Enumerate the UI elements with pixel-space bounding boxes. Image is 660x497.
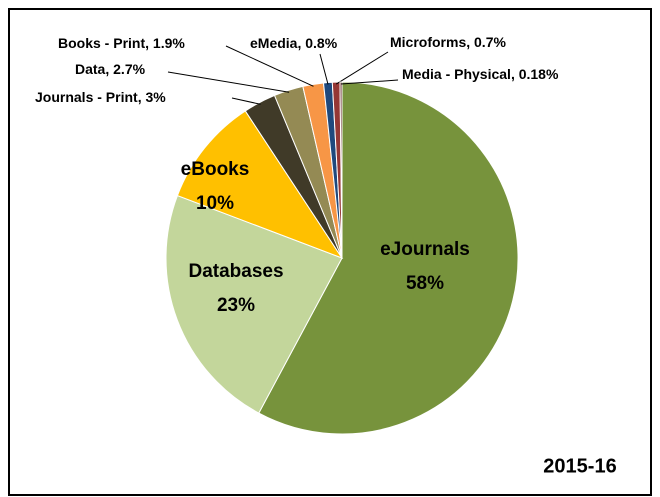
slice-category-label: eJournals	[380, 239, 470, 260]
slice-value-label: 23%	[217, 295, 255, 316]
leader-line	[340, 79, 399, 85]
label-separator: ,	[511, 66, 519, 82]
slice-value-label: 58%	[406, 273, 444, 294]
slice-category-label: Data	[75, 61, 106, 77]
chart-title: 2015-16	[543, 455, 616, 477]
slice-value-label: 2.7%	[113, 61, 145, 77]
label-separator: ,	[145, 35, 153, 51]
pie-slice	[339, 81, 343, 259]
label-separator: ,	[138, 89, 146, 105]
leader-line	[225, 45, 314, 87]
slice-label: Journals - Print, 3%	[35, 89, 166, 105]
slice-label: Microforms, 0.7%	[390, 34, 506, 50]
leader-line	[231, 97, 261, 105]
slice-label: eMedia, 0.8%	[250, 35, 338, 51]
label-separator: ,	[466, 34, 474, 50]
slice-category-label: Books - Print	[58, 35, 145, 51]
slice-category-label: eBooks	[181, 159, 250, 180]
slice-value-label: 0.18%	[519, 66, 559, 82]
slice-value-label: 10%	[196, 193, 234, 214]
pie-slice	[165, 194, 343, 414]
slice-value-label: 0.7%	[474, 34, 506, 50]
slice-category-label: Databases	[188, 261, 283, 282]
slice-label: Media - Physical, 0.18%	[402, 66, 559, 82]
slice-value-label: 1.9%	[153, 35, 185, 51]
slice-label: Books - Print, 1.9%	[58, 35, 185, 51]
pie-slice	[176, 110, 344, 260]
slice-label: Data, 2.7%	[75, 61, 146, 77]
slice-value-label: 0.8%	[305, 35, 337, 51]
slice-category-label: Microforms	[390, 34, 466, 50]
slice-category-label: Journals - Print	[35, 89, 138, 105]
slice-category-label: eMedia	[250, 35, 298, 51]
leader-line	[335, 51, 389, 85]
label-separator: ,	[105, 61, 113, 77]
slice-category-label: Media - Physical	[402, 66, 511, 82]
slice-value-label: 3%	[145, 89, 166, 105]
leader-line	[319, 53, 329, 85]
leader-line	[167, 71, 290, 93]
label-separator: ,	[297, 35, 305, 51]
pie-slice	[258, 81, 519, 435]
